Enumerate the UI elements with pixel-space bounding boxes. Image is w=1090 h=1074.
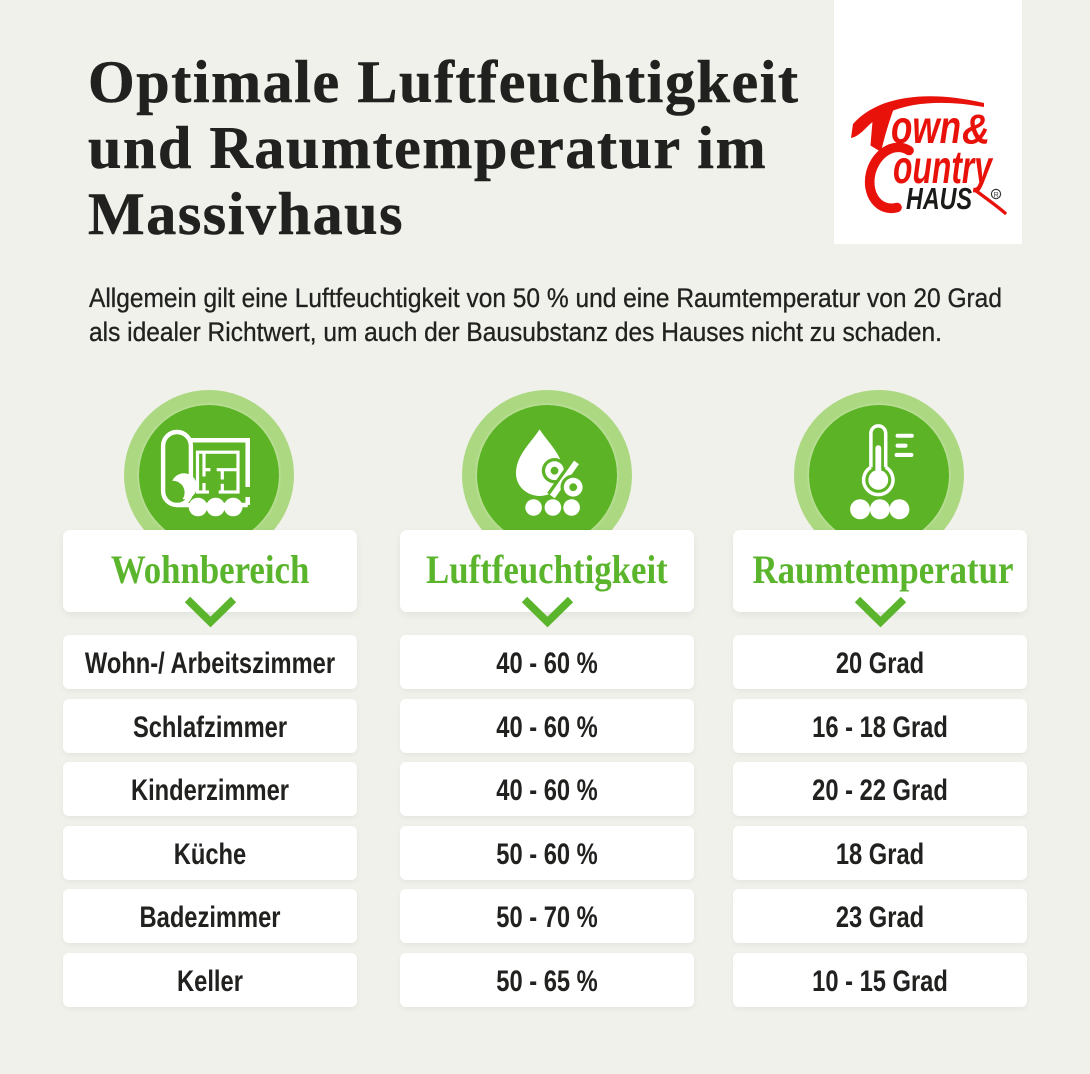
svg-text:R: R bbox=[994, 192, 999, 199]
svg-text:HAUS: HAUS bbox=[906, 181, 972, 216]
svg-text:&: & bbox=[962, 106, 990, 153]
svg-text:ountry: ountry bbox=[893, 141, 994, 193]
